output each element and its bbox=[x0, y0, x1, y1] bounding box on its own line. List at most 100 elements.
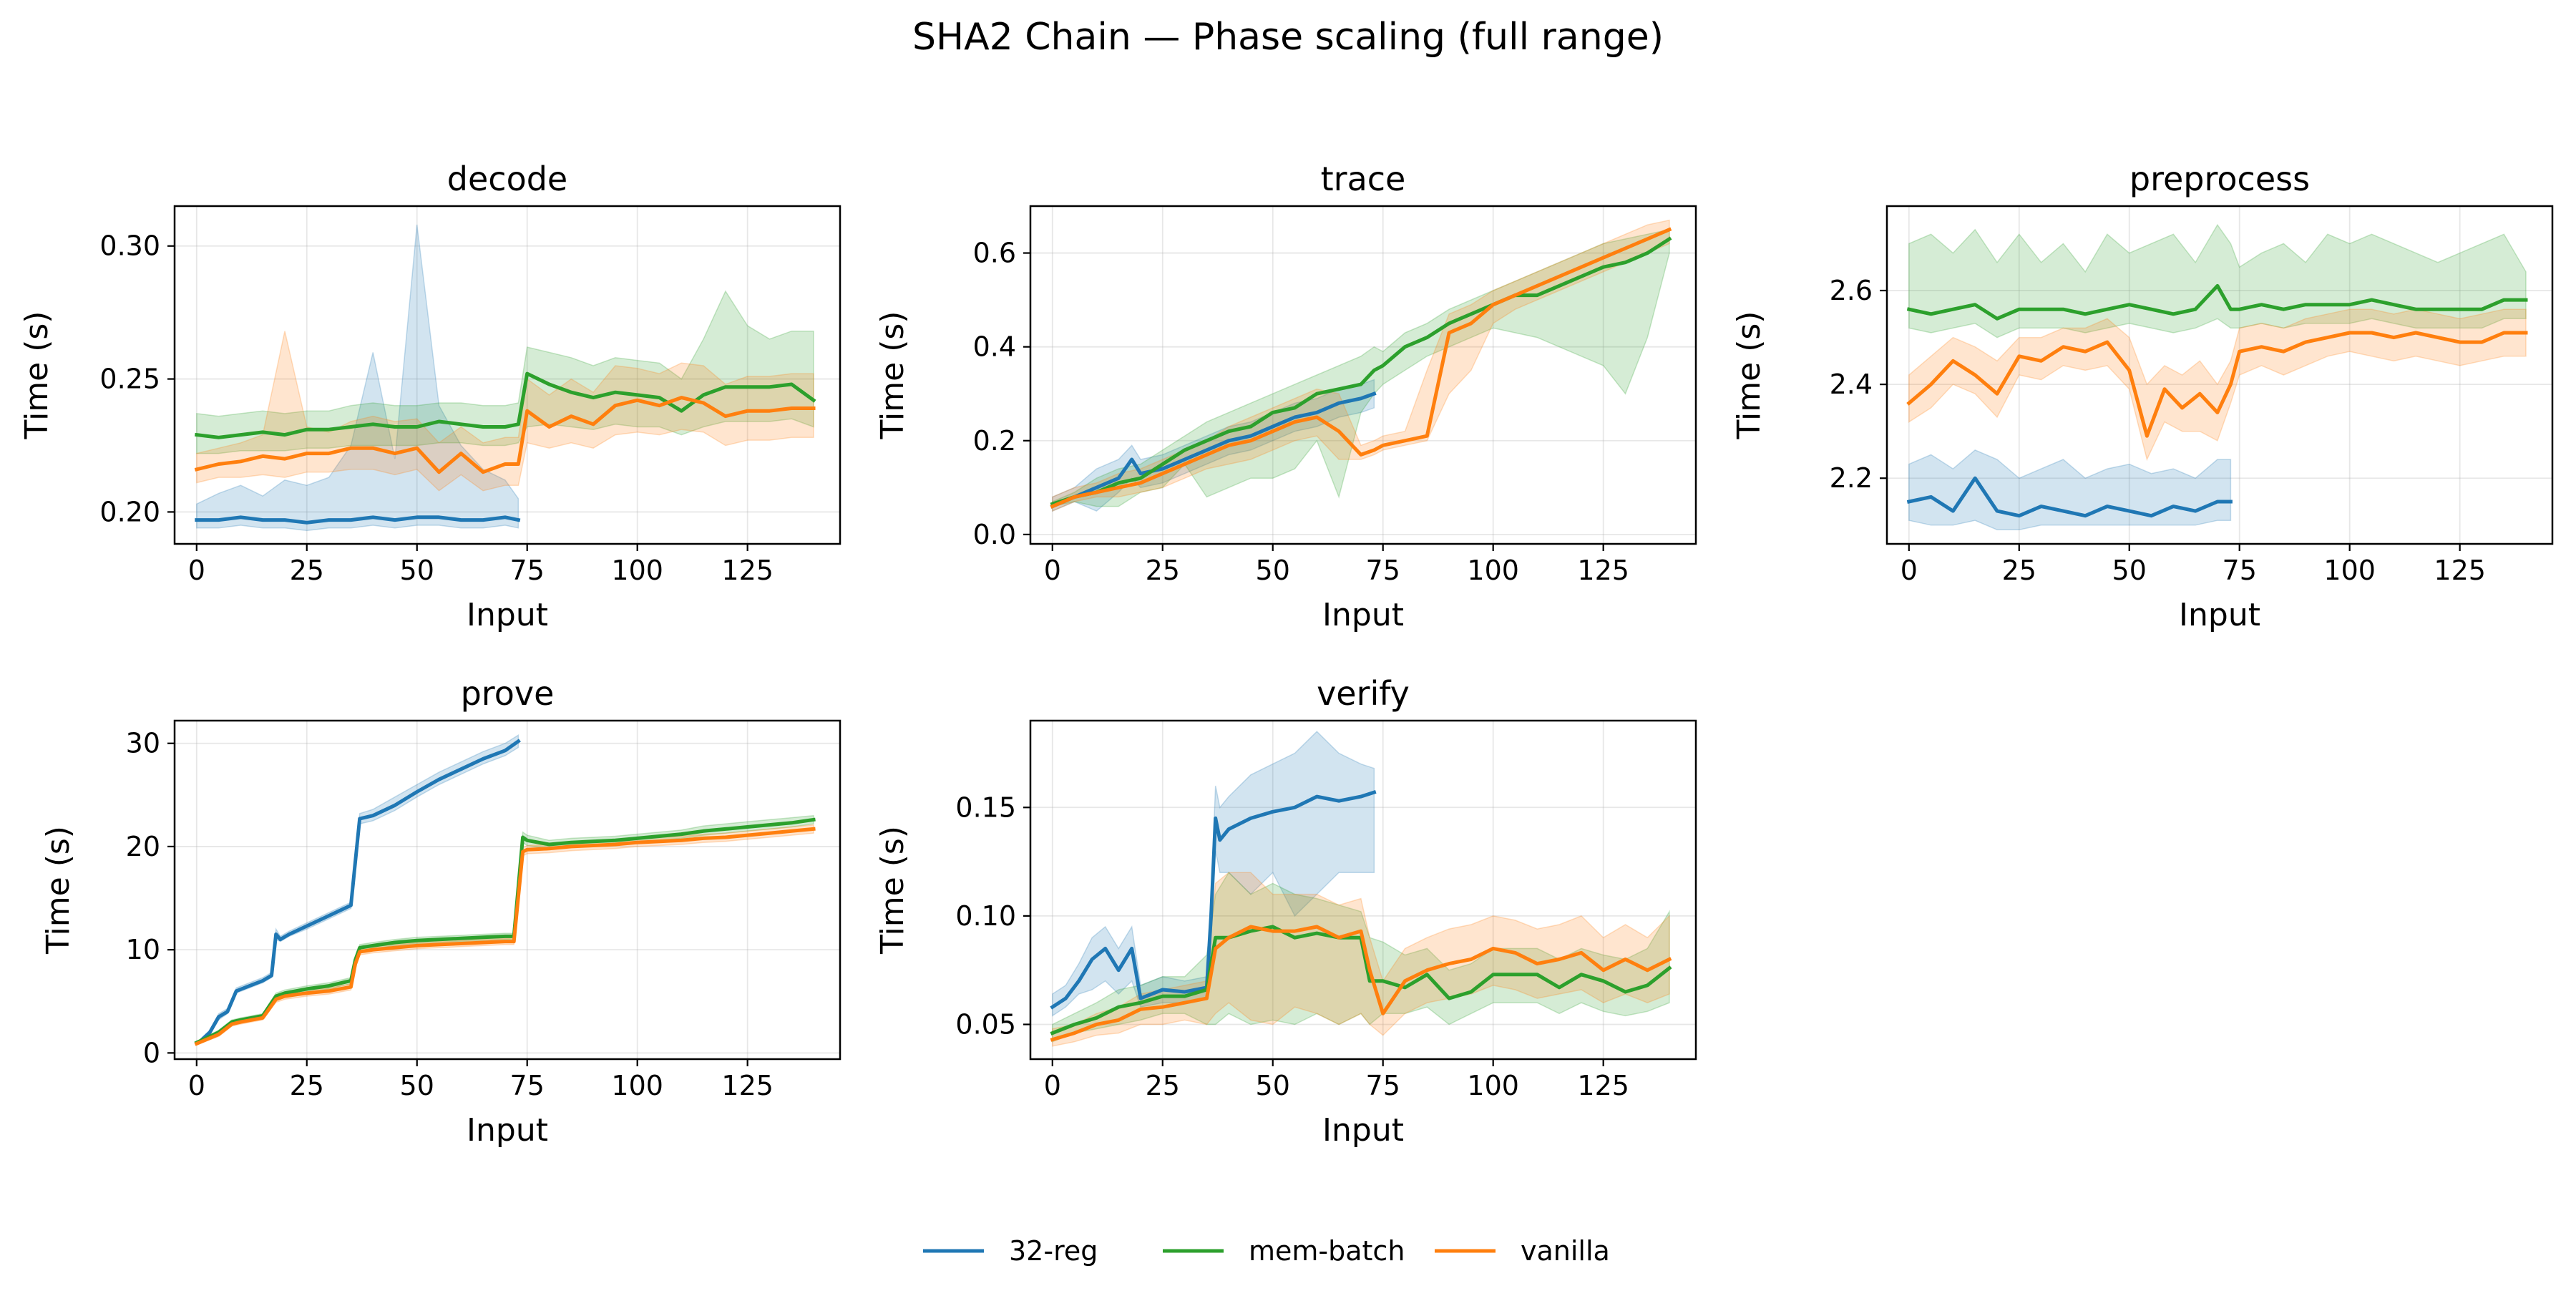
x-tick-label: 50 bbox=[2112, 555, 2147, 586]
legend-label-32-reg: 32-reg bbox=[1009, 1235, 1098, 1267]
x-tick-label: 50 bbox=[1256, 555, 1290, 586]
plot-area bbox=[194, 734, 816, 1046]
band-32-reg bbox=[200, 734, 519, 1044]
band-32-reg bbox=[196, 224, 519, 532]
y-tick-label: 0.30 bbox=[99, 230, 160, 262]
plot-area bbox=[1906, 223, 2528, 531]
x-tick-label: 75 bbox=[1366, 555, 1400, 586]
x-tick-label: 75 bbox=[1366, 1070, 1400, 1101]
subplot-title: preprocess bbox=[2129, 160, 2310, 198]
series-line-mem-batch bbox=[194, 817, 816, 1046]
x-tick-label: 25 bbox=[2002, 555, 2036, 586]
y-tick-label: 0.4 bbox=[973, 331, 1016, 363]
y-tick-label: 0.0 bbox=[973, 519, 1016, 550]
axes-frame bbox=[1885, 205, 2554, 545]
axes-frame bbox=[173, 205, 841, 545]
band-mem-batch bbox=[196, 290, 814, 454]
y-tick-label: 0.6 bbox=[973, 238, 1016, 269]
plot-area bbox=[1050, 731, 1672, 1047]
x-tick-label: 25 bbox=[290, 555, 324, 586]
x-tick-label: 125 bbox=[1577, 555, 1629, 586]
x-axis-label: Input bbox=[1322, 597, 1404, 633]
y-tick-label: 30 bbox=[126, 728, 160, 759]
y-tick-label: 0 bbox=[143, 1037, 160, 1068]
series-line-vanilla bbox=[1906, 331, 2528, 438]
x-tick-label: 0 bbox=[188, 555, 205, 586]
y-tick-label: 0.10 bbox=[955, 900, 1016, 932]
series-line-vanilla bbox=[194, 396, 816, 474]
series-line-vanilla bbox=[194, 827, 816, 1046]
subplot-prove: 0 25 50 75 100 125 0 10 20 30 prove Input Time (s) bbox=[40, 674, 841, 1149]
y-tick-label: 10 bbox=[126, 934, 160, 965]
band-mem-batch bbox=[1052, 228, 1670, 507]
series-line-mem-batch bbox=[1050, 236, 1672, 507]
legend-label-mem-batch: mem-batch bbox=[1249, 1235, 1405, 1267]
y-tick-label: 0.2 bbox=[973, 425, 1016, 457]
axes-frame bbox=[1029, 205, 1697, 545]
band-vanilla bbox=[1052, 872, 1670, 1047]
subplot-title: verify bbox=[1317, 674, 1410, 713]
band-vanilla bbox=[1052, 219, 1670, 512]
subplot-preprocess: 0 25 50 75 100 125 2.2 2.4 2.6 preprocess Input Tim… bbox=[1731, 160, 2554, 633]
x-tick-label: 125 bbox=[1577, 1070, 1629, 1101]
x-tick-label: 25 bbox=[290, 1070, 324, 1101]
x-tick-label: 75 bbox=[2223, 555, 2257, 586]
y-axis-label: Time (s) bbox=[874, 826, 911, 955]
x-tick-label: 100 bbox=[611, 1070, 663, 1101]
x-tick-label: 0 bbox=[1044, 1070, 1061, 1101]
y-tick-label: 20 bbox=[126, 831, 160, 862]
figure-title: SHA2 Chain — Phase scaling (full range) bbox=[912, 16, 1664, 59]
x-tick-label: 100 bbox=[1467, 555, 1519, 586]
subplot-verify: 0 25 50 75 100 125 0.05 0.10 0.15 verify Input Time… bbox=[874, 674, 1697, 1149]
x-tick-label: 25 bbox=[1146, 1070, 1180, 1101]
axes-frame bbox=[173, 719, 841, 1061]
band-mem-batch bbox=[196, 814, 814, 1045]
x-tick-label: 125 bbox=[721, 555, 774, 586]
y-tick-label: 2.4 bbox=[1830, 369, 1873, 400]
x-axis-label: Input bbox=[467, 1112, 548, 1149]
x-tick-label: 50 bbox=[400, 1070, 434, 1101]
series-line-32-reg bbox=[1906, 476, 2233, 518]
x-axis-label: Input bbox=[1322, 1112, 1404, 1149]
x-tick-label: 75 bbox=[510, 555, 545, 586]
x-tick-label: 75 bbox=[510, 1070, 545, 1101]
x-tick-label: 0 bbox=[1901, 555, 1918, 586]
series-line-vanilla bbox=[1050, 227, 1672, 509]
x-tick-label: 100 bbox=[2323, 555, 2376, 586]
series-line-32-reg bbox=[195, 515, 521, 525]
y-tick-label: 2.6 bbox=[1830, 275, 1873, 306]
y-tick-label: 0.05 bbox=[955, 1008, 1016, 1040]
x-tick-label: 0 bbox=[188, 1070, 205, 1101]
y-tick-label: 0.25 bbox=[99, 364, 160, 395]
subplot-title: trace bbox=[1321, 160, 1406, 198]
y-axis-label: Time (s) bbox=[19, 311, 55, 440]
plot-area bbox=[1050, 219, 1672, 512]
subplot-decode: 0 25 50 75 100 125 0.20 0.25 0.30 decode Input Time… bbox=[19, 160, 841, 633]
y-axis-label: Time (s) bbox=[1731, 311, 1767, 440]
series-line-mem-batch bbox=[195, 371, 816, 439]
legend-label-vanilla: vanilla bbox=[1521, 1235, 1610, 1267]
band-32-reg bbox=[1908, 449, 2232, 531]
series-line-32-reg bbox=[1050, 391, 1377, 509]
subplot-title: decode bbox=[447, 160, 567, 198]
series-line-32-reg bbox=[198, 739, 521, 1043]
y-tick-label: 2.2 bbox=[1830, 462, 1873, 494]
y-axis-label: Time (s) bbox=[874, 311, 911, 440]
x-tick-label: 25 bbox=[1146, 555, 1180, 586]
legend: 32-reg mem-batch vanilla bbox=[923, 1235, 1610, 1267]
plot-area bbox=[194, 224, 816, 532]
y-tick-label: 0.20 bbox=[99, 496, 160, 527]
series-line-mem-batch bbox=[1906, 283, 2528, 321]
y-axis-label: Time (s) bbox=[40, 826, 77, 955]
x-tick-label: 100 bbox=[1467, 1070, 1519, 1101]
axes-frame bbox=[1029, 719, 1697, 1061]
x-tick-label: 50 bbox=[400, 555, 434, 586]
x-axis-label: Input bbox=[467, 597, 548, 633]
series-line-vanilla bbox=[1050, 925, 1672, 1042]
y-tick-label: 0.15 bbox=[955, 791, 1016, 823]
x-tick-label: 125 bbox=[721, 1070, 774, 1101]
x-tick-label: 100 bbox=[611, 555, 663, 586]
x-tick-label: 0 bbox=[1044, 555, 1061, 586]
